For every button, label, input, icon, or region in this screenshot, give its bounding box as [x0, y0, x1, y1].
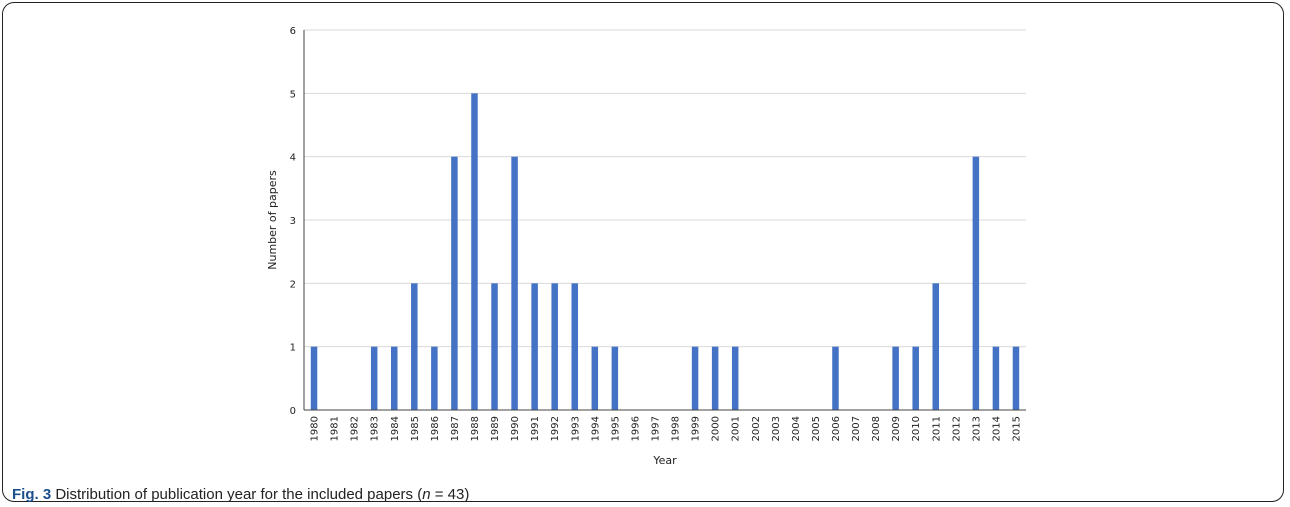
x-tick-label: 1992: [550, 416, 561, 441]
bar-1989: [491, 283, 498, 410]
x-tick-labels: 1980 1981 1982 1983 1984 1985 1986 1987 1988 1989…: [310, 416, 1023, 441]
bar-1988: [471, 93, 478, 410]
x-tick-label: 2001: [731, 416, 742, 441]
figure-caption: Fig. 3 Distribution of publication year …: [12, 486, 469, 503]
x-tick-label: 1996: [630, 416, 641, 441]
bar-2000: [711, 346, 719, 410]
x-tick-label: 2010: [911, 416, 922, 441]
bar-1991: [531, 283, 538, 410]
bar-1995: [611, 346, 619, 410]
bar-1985: [411, 283, 418, 410]
bar-2015: [1012, 346, 1020, 410]
x-tick-label: 1986: [430, 416, 441, 441]
x-tick-label: 2008: [871, 416, 882, 441]
bar-1993: [571, 283, 578, 410]
bar-2011: [932, 283, 939, 410]
x-tick-label: 1982: [350, 416, 361, 441]
y-tick-label: 5: [290, 89, 296, 100]
y-tick-label: 2: [290, 279, 296, 290]
x-tick-label: 1983: [370, 416, 381, 441]
gridlines: [304, 29, 1026, 348]
bar-1986: [431, 346, 438, 410]
bar-1987: [451, 156, 458, 410]
x-tick-label: 1993: [570, 416, 581, 441]
bar-1984: [391, 346, 398, 410]
y-tick-label: 0: [290, 406, 296, 417]
x-tick-label: 2005: [811, 416, 822, 441]
x-tick-label: 2013: [971, 416, 982, 441]
x-tick-label: 1980: [310, 416, 321, 441]
bars: [310, 93, 1020, 410]
x-tick-label: 1981: [330, 416, 341, 441]
x-tick-label: 2004: [791, 416, 802, 441]
bar-2010: [912, 346, 919, 410]
x-tick-label: 1985: [410, 416, 421, 441]
x-tick-label: 1990: [510, 416, 521, 441]
x-axis-label: Year: [652, 454, 677, 467]
bar-1983: [370, 346, 378, 410]
y-tick-label: 6: [290, 26, 296, 37]
x-tick-label: 2003: [771, 416, 782, 441]
bar-chart: 0 1 2 3 4 5 6 1980 1981 1982 1983 1984 1985 1986 1987…: [266, 26, 1026, 467]
y-tick-labels: 0 1 2 3 4 5 6: [290, 26, 296, 417]
caption-text-after: = 43): [430, 486, 470, 503]
x-tick-label: 1997: [650, 416, 661, 441]
bar-1999: [691, 346, 699, 410]
x-tick-label: 1998: [671, 416, 682, 441]
bar-1992: [551, 283, 558, 410]
caption-n-symbol: n: [422, 486, 431, 503]
bar-2013: [972, 156, 980, 410]
y-tick-label: 3: [290, 216, 296, 227]
x-tick-label: 2012: [951, 416, 962, 441]
bar-2014: [992, 346, 1000, 410]
x-tick-label: 2014: [991, 416, 1002, 441]
x-tick-label: 1989: [490, 416, 501, 441]
x-tick-label: 2000: [711, 416, 722, 441]
x-tick-label: 1988: [470, 416, 481, 441]
y-tick-label: 1: [290, 343, 296, 354]
caption-label: Fig. 3: [12, 486, 52, 503]
x-tick-label: 2015: [1011, 416, 1022, 441]
x-tick-label: 1995: [610, 416, 621, 441]
y-axis-label: Number of papers: [266, 170, 279, 270]
x-tick-label: 2009: [891, 416, 902, 441]
x-tick-label: 2011: [931, 416, 942, 441]
x-tick-label: 2007: [851, 416, 862, 441]
bar-2009: [892, 346, 899, 410]
bar-1990: [511, 156, 518, 410]
x-tick-label: 1994: [590, 416, 601, 441]
bar-1994: [591, 346, 599, 410]
x-tick-label: 1999: [691, 416, 702, 441]
y-tick-label: 4: [290, 153, 296, 164]
caption-text: Distribution of publication year for the…: [55, 486, 423, 503]
bar-2001: [731, 346, 739, 410]
x-tick-label: 1984: [390, 416, 401, 441]
x-tick-label: 2006: [831, 416, 842, 441]
x-tick-label: 2002: [751, 416, 762, 441]
bar-1980: [310, 346, 318, 410]
x-tick-label: 1987: [450, 416, 461, 441]
x-tick-label: 1991: [530, 416, 541, 441]
bar-2006: [832, 346, 839, 410]
